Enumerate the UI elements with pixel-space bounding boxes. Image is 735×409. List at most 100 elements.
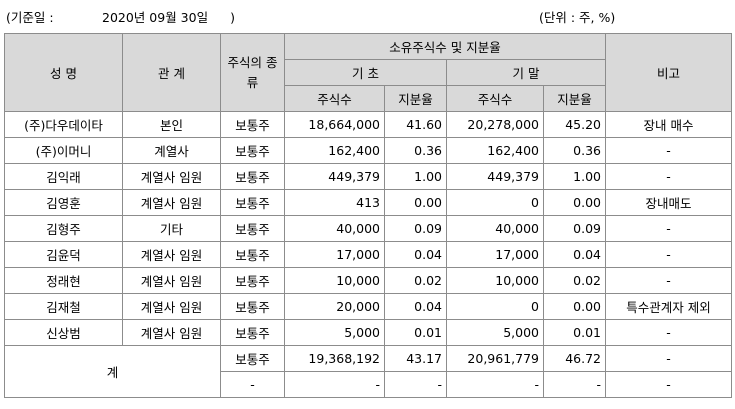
begin-ratio-cell: 0.09 [384,215,447,242]
table-row: 김윤덕 계열사 임원 보통주 17,000 0.04 17,000 0.04- [4,241,733,268]
end-ratio-cell: 0.02 [542,267,607,294]
relation-cell: 계열사 임원 [122,319,221,346]
basis-date-value: 2020년 09월 30일 [102,10,209,25]
header-begin-ratio: 지분율 [384,85,447,112]
table-row: (주)이머니 계열사 보통주 162,400 0.36 162,400 0.36- [4,137,733,164]
end-ratio-cell: 45.20 [542,111,607,138]
begin-ratio-cell: 0.04 [384,241,447,268]
total-begin-ratio-cell: 43.17 [384,345,447,372]
note-cell: - [605,137,733,164]
relation-cell: 계열사 임원 [122,163,221,190]
begin-ratio-cell: 1.00 [384,163,447,190]
shareholder-name-cell: (주)이머니 [4,137,123,164]
relation-cell: 계열사 임원 [122,189,221,216]
total-end-ratio-cell: 46.72 [542,345,607,372]
end-shares-cell: 20,278,000 [446,111,544,138]
note-cell: 특수관계자 제외 [605,293,733,320]
begin-shares-cell: 449,379 [284,163,385,190]
begin-shares-cell: 10,000 [284,267,385,294]
header-name: 성 명 [4,33,123,112]
total-stock-type-cell: - [220,371,285,398]
stock-type-cell: 보통주 [220,137,285,164]
total-begin-ratio-cell: - [384,371,447,398]
shareholder-name-cell: 김윤덕 [4,241,123,268]
end-ratio-cell: 0.01 [542,319,607,346]
end-ratio-cell: 1.00 [542,163,607,190]
note-cell: - [605,241,733,268]
shareholder-name-cell: 정래현 [4,267,123,294]
note-cell: - [605,215,733,242]
shareholder-name-cell: (주)다우데이타 [4,111,123,138]
stock-type-cell: 보통주 [220,241,285,268]
table-row: (주)다우데이타 본인 보통주 18,664,000 41.60 20,278,000 45… [4,111,733,138]
stock-type-cell: 보통주 [220,215,285,242]
total-row: 계 보통주 19,368,192 43.17 20,961,779 46.72- [4,345,733,398]
end-shares-cell: 0 [446,293,544,320]
header-begin-shares: 주식수 [284,85,385,112]
header-end-ratio: 지분율 [542,85,607,112]
end-shares-cell: 0 [446,189,544,216]
note-cell: 장내 매수 [605,111,733,138]
table-row: 김익래 계열사 임원 보통주 449,379 1.00 449,379 1.00- [4,163,733,190]
note-cell: - [605,319,733,346]
note-cell: - [605,267,733,294]
relation-cell: 계열사 임원 [122,267,221,294]
end-ratio-cell: 0.00 [542,189,607,216]
stock-type-cell: 보통주 [220,163,285,190]
end-shares-cell: 40,000 [446,215,544,242]
total-row: ------ [5,371,733,398]
end-ratio-cell: 0.00 [542,293,607,320]
total-label: 계 [4,345,221,398]
unit-label: (단위 : 주, %) [539,10,616,25]
shareholder-name-cell: 김익래 [4,163,123,190]
header-note: 비고 [605,33,733,112]
header-relation: 관 계 [122,33,221,112]
stock-type-cell: 보통주 [220,267,285,294]
begin-shares-cell: 40,000 [284,215,385,242]
begin-shares-cell: 17,000 [284,241,385,268]
total-stock-type-cell: 보통주 [220,345,285,372]
end-ratio-cell: 0.09 [542,215,607,242]
relation-cell: 본인 [122,111,221,138]
basis-date: (기준일 : 2020년 09월 30일) [6,7,235,26]
header-begin: 기 초 [284,59,447,86]
total-begin-shares-cell: - [284,371,385,398]
end-shares-cell: 10,000 [446,267,544,294]
end-shares-cell: 17,000 [446,241,544,268]
begin-ratio-cell: 0.36 [384,137,447,164]
relation-cell: 계열사 임원 [122,293,221,320]
total-end-shares-cell: - [446,371,544,398]
end-shares-cell: 162,400 [446,137,544,164]
relation-cell: 계열사 임원 [122,241,221,268]
relation-cell: 기타 [122,215,221,242]
report-header: (기준일 : 2020년 09월 30일) (단위 : 주, %) [6,4,729,26]
begin-shares-cell: 162,400 [284,137,385,164]
total-end-ratio-cell: - [542,371,607,398]
relation-cell: 계열사 [122,137,221,164]
shareholder-name-cell: 김영훈 [4,189,123,216]
total-end-shares-cell: 20,961,779 [446,345,544,372]
begin-ratio-cell: 0.04 [384,293,447,320]
begin-ratio-cell: 0.01 [384,319,447,346]
note-cell: - [605,163,733,190]
shareholding-table: 성 명 관 계 주식의 종류 소유주식수 및 지분율 비고 기 초 기 말 주식… [4,33,733,398]
total-note-cell: - [605,371,733,398]
shareholder-name-cell: 김형주 [4,215,123,242]
header-end: 기 말 [445,59,607,86]
table-body: (주)다우데이타 본인 보통주 18,664,000 41.60 20,278,000 45… [4,111,733,398]
header-stock-type: 주식의 종류 [220,33,285,112]
header-end-shares: 주식수 [446,85,544,112]
table-header: 성 명 관 계 주식의 종류 소유주식수 및 지분율 비고 기 초 기 말 주식… [4,33,733,112]
begin-ratio-cell: 0.02 [384,267,447,294]
table-row: 김형주 기타 보통주 40,000 0.09 40,000 0.09- [4,215,733,242]
begin-shares-cell: 18,664,000 [284,111,385,138]
total-note-cell: - [605,345,733,372]
basis-date-label: (기준일 : [6,10,54,25]
stock-type-cell: 보통주 [220,189,285,216]
total-begin-shares-cell: 19,368,192 [284,345,385,372]
basis-date-close: ) [230,10,235,25]
table-row: 신상범 계열사 임원 보통주 5,000 0.01 5,000 0.01- [4,319,733,346]
header-ownership: 소유주식수 및 지분율 [283,33,607,60]
begin-shares-cell: 413 [284,189,385,216]
begin-ratio-cell: 41.60 [384,111,447,138]
